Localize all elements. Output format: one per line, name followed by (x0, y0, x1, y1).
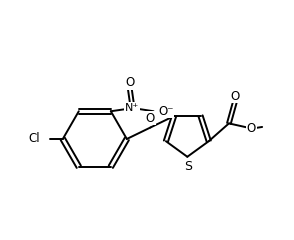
Text: O⁻: O⁻ (158, 105, 174, 118)
Text: O: O (125, 76, 134, 89)
Text: O: O (146, 112, 155, 125)
Text: O: O (230, 90, 240, 103)
Text: S: S (185, 160, 193, 173)
Text: O: O (247, 122, 256, 135)
Text: Cl: Cl (29, 132, 40, 145)
Text: N⁺: N⁺ (125, 103, 139, 113)
